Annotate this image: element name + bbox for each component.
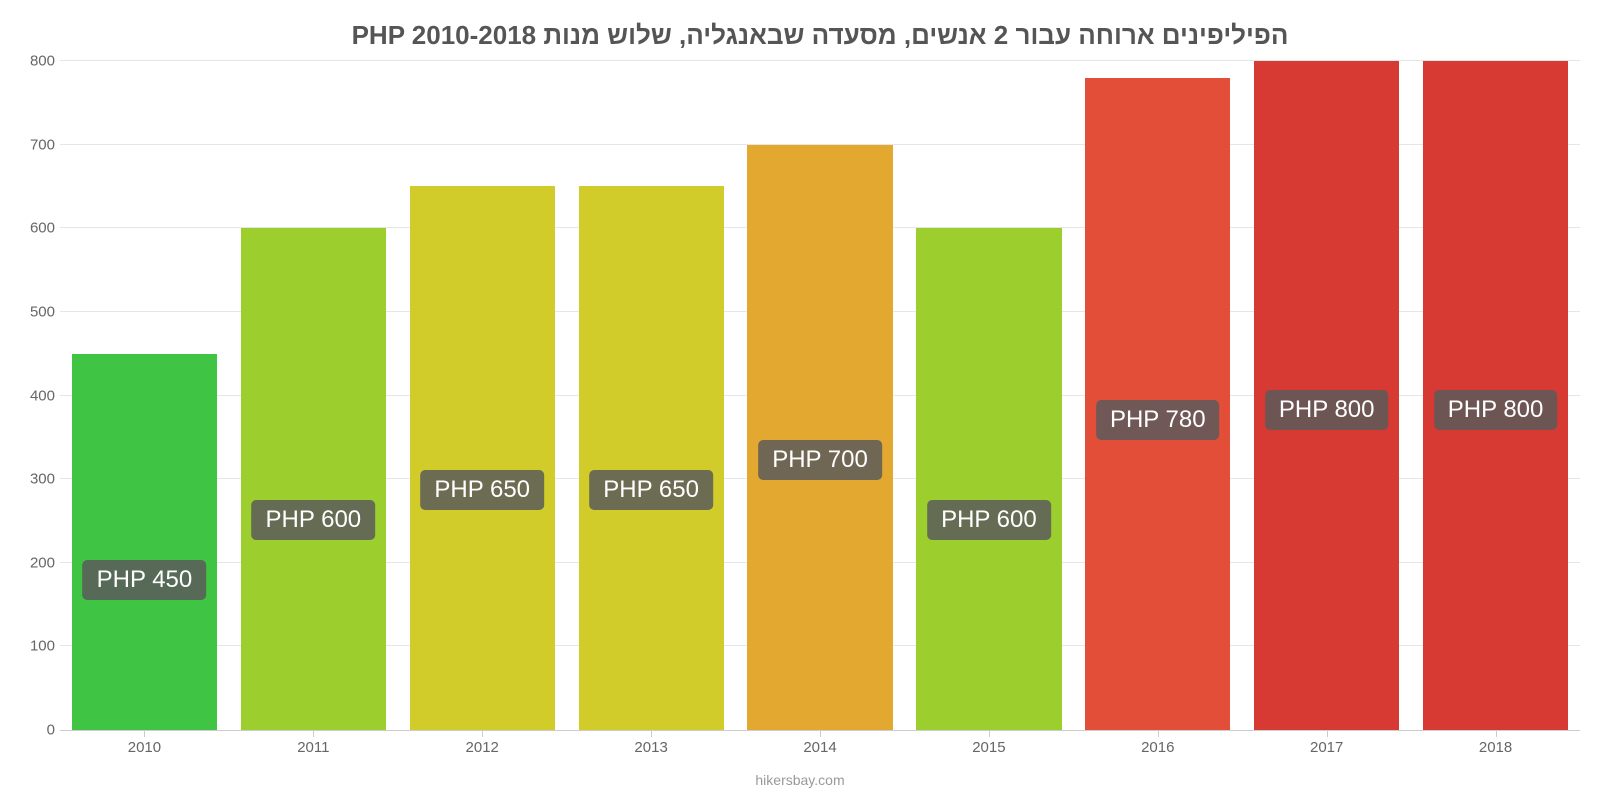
bar-slot: PHP 800 xyxy=(1411,61,1580,730)
bar-value-badge: PHP 450 xyxy=(83,560,207,600)
x-tick-label: 2017 xyxy=(1310,739,1343,756)
chart-title: הפיליפינים ארוחה עבור 2 אנשים, מסעדה שבא… xyxy=(60,20,1580,51)
x-tick-label: 2016 xyxy=(1141,739,1174,756)
x-tick-label: 2014 xyxy=(803,739,836,756)
bar-value-badge: PHP 650 xyxy=(589,470,713,510)
bar-2013: PHP 650 xyxy=(579,186,724,730)
y-tick: 800 xyxy=(15,53,55,70)
chart-container: הפיליפינים ארוחה עבור 2 אנשים, מסעדה שבא… xyxy=(60,20,1580,740)
bar-2014: PHP 700 xyxy=(747,145,892,730)
bar-value-badge: PHP 700 xyxy=(758,440,882,480)
x-tick: 2011 xyxy=(229,739,398,757)
x-tick: 2017 xyxy=(1242,739,1411,757)
y-tick: 500 xyxy=(15,303,55,320)
x-tick: 2012 xyxy=(398,739,567,757)
y-axis: 0 100 200 300 400 500 600 700 800 xyxy=(15,61,55,730)
x-tick-label: 2011 xyxy=(297,739,329,756)
bar-slot: PHP 650 xyxy=(567,61,736,730)
y-tick: 0 xyxy=(15,722,55,739)
bar-value-badge: PHP 800 xyxy=(1434,390,1558,430)
x-tick: 2014 xyxy=(736,739,905,757)
bar-slot: PHP 650 xyxy=(398,61,567,730)
y-tick: 400 xyxy=(15,387,55,404)
x-axis: 2010 2011 2012 2013 2014 2015 2016 2017 … xyxy=(60,739,1580,757)
bar-value-badge: PHP 600 xyxy=(252,500,376,540)
x-tick: 2018 xyxy=(1411,739,1580,757)
bar-value-badge: PHP 780 xyxy=(1096,400,1220,440)
y-tick: 300 xyxy=(15,471,55,488)
y-tick: 600 xyxy=(15,220,55,237)
bar-2016: PHP 780 xyxy=(1085,78,1230,730)
y-tick: 700 xyxy=(15,136,55,153)
bar-slot: PHP 450 xyxy=(60,61,229,730)
x-tick: 2016 xyxy=(1073,739,1242,757)
y-tick: 200 xyxy=(15,554,55,571)
bar-slot: PHP 800 xyxy=(1242,61,1411,730)
x-tick-label: 2010 xyxy=(128,739,161,756)
attribution: hikersbay.com xyxy=(755,772,844,788)
bar-2010: PHP 450 xyxy=(72,354,217,730)
x-tick: 2013 xyxy=(567,739,736,757)
y-tick: 100 xyxy=(15,638,55,655)
bar-2017: PHP 800 xyxy=(1254,61,1399,730)
bar-slot: PHP 780 xyxy=(1073,61,1242,730)
plot-area: 0 100 200 300 400 500 600 700 800 PHP 45… xyxy=(60,61,1580,731)
bar-2015: PHP 600 xyxy=(916,228,1061,730)
bar-value-badge: PHP 800 xyxy=(1265,390,1389,430)
x-tick-label: 2015 xyxy=(972,739,1005,756)
x-tick: 2015 xyxy=(904,739,1073,757)
bar-2012: PHP 650 xyxy=(410,186,555,730)
bar-value-badge: PHP 600 xyxy=(927,500,1051,540)
bars-area: PHP 450 PHP 600 PHP 650 PHP 650 xyxy=(60,61,1580,730)
x-tick-label: 2012 xyxy=(466,739,499,756)
x-tick-label: 2013 xyxy=(634,739,667,756)
bar-slot: PHP 600 xyxy=(904,61,1073,730)
bar-slot: PHP 700 xyxy=(736,61,905,730)
bar-value-badge: PHP 650 xyxy=(420,470,544,510)
bar-2018: PHP 800 xyxy=(1423,61,1568,730)
bar-2011: PHP 600 xyxy=(241,228,386,730)
x-tick: 2010 xyxy=(60,739,229,757)
bar-slot: PHP 600 xyxy=(229,61,398,730)
x-tick-label: 2018 xyxy=(1479,739,1512,756)
